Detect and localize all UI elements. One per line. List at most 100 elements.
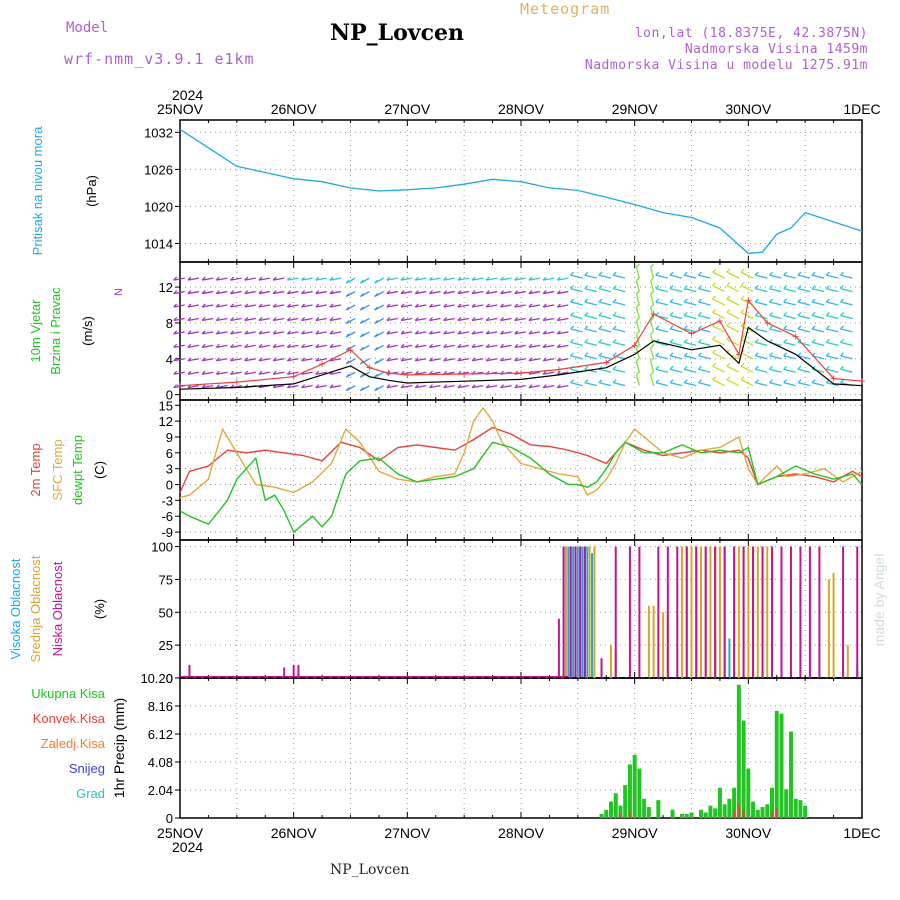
wind-arrow [415,371,427,375]
wind-arrow [655,368,668,373]
wind-arrow [613,382,626,387]
wind-arrow-head [754,298,759,303]
y-tick-label: 0 [166,811,173,826]
wind-arrow-head [429,316,433,321]
wind-arrow-head [230,370,235,375]
wind-arrow [230,290,242,295]
wind-arrow [584,355,597,360]
wind-arrow [655,328,668,333]
wind-arrow [471,277,484,281]
wind-arrow-head [542,276,547,281]
wind-arrow-head [173,384,178,389]
wind-arrow-head [301,357,306,362]
conv-rain-bar [733,811,736,818]
wind-arrow-head [471,276,476,281]
wind-arrow [415,317,427,322]
wind-arrow [740,311,754,320]
wind-arrow-head [740,322,745,327]
wind-arrow [797,287,811,293]
wind-arrow [500,385,512,389]
wind-arrow-head [286,343,291,348]
wind-arrow [301,277,313,281]
wind-arrow-head [414,357,419,362]
total-rain-bar [613,793,618,818]
wind-arrow [557,331,569,335]
wind-arrow [386,277,398,281]
low-cloud-bar [752,546,755,678]
wind-arrow-head [258,370,263,375]
temp-side-label-1: 2m Temp [28,443,43,496]
wind-arrow [400,290,413,295]
wind-arrow-head [556,370,561,375]
low-cloud-bar [583,546,586,678]
wind-arrow [712,284,725,293]
wind-arrow-head [797,285,802,290]
wind-arrow-head [187,316,192,321]
wind-arrow [684,341,697,346]
wind-arrow [216,358,228,362]
wind-gust-marker: + [319,357,326,371]
altitude-label: Nadmorska Visina 1459m [684,42,868,57]
wind-arrow [528,304,541,308]
low-cloud-bar [574,546,577,678]
wind-arrow [415,385,427,389]
total-rain-bar [608,801,613,818]
wind-arrow [173,304,185,308]
wind-arrow [712,298,725,306]
wind-arrow-head [556,303,561,308]
wind-arrow [598,301,612,306]
mid-cloud-bar [564,546,567,678]
y-tick-label: -3 [161,493,173,508]
wind-arrow-head [528,276,533,281]
wind-arrow-head [374,346,379,351]
mid-cloud-bar [588,546,591,678]
wind-gust-marker: + [555,363,562,377]
low-cloud-bar [628,546,631,678]
wind-arrow-head [374,293,379,298]
wind-arrow [740,284,754,293]
wind-arrow-head [542,330,547,335]
wind-arrow [797,368,811,373]
wind-arrow-head [655,325,660,330]
low-cloud-bar [638,546,641,678]
wind-side-label-2: Brzina i Pravac [48,287,63,375]
wind-arrow-head [598,271,603,276]
wind-arrow-head [542,357,547,362]
wind-arrow [258,358,271,362]
wind-arrow [635,280,641,292]
wind-arrow-head [429,303,433,308]
wind-arrow [173,290,185,295]
low-cloud-bar [283,667,286,678]
wind-arrow-head [811,379,816,384]
wind-arrow [769,314,782,320]
conv-rain-bar [628,812,631,818]
wind-arrow [471,317,484,322]
wind-arrow [783,382,796,387]
wind-arrow-head [783,311,788,316]
wind-arrow-head [797,298,802,303]
wind-gust-marker: + [792,329,799,343]
footer-station: NP_Lovcen [330,862,410,878]
wind-arrow [287,317,299,322]
wind-arrow [797,355,811,360]
wind-gust-marker: + [716,314,723,328]
precip-legend-4: Snijeg [69,761,105,776]
wind-arrow [216,344,228,348]
wind-arrow-head [315,303,320,308]
wind-arrow-head [683,338,688,343]
wind-arrow-head [825,338,830,343]
wind-arrow [202,385,214,389]
wind-arrow-head [612,325,617,330]
wind-arrow-head [584,365,589,370]
low-cloud-bar [657,546,660,678]
wind-arrow [570,314,583,320]
wind-arrow [258,344,271,348]
total-rain-bar [646,807,651,818]
wind-arrow [244,331,256,335]
y-tick-label: 1020 [144,199,173,214]
wind-arrow-head [244,276,249,281]
wind-arrow-head [811,285,816,290]
wind-arrow [684,355,697,360]
wind-arrow [755,355,768,360]
